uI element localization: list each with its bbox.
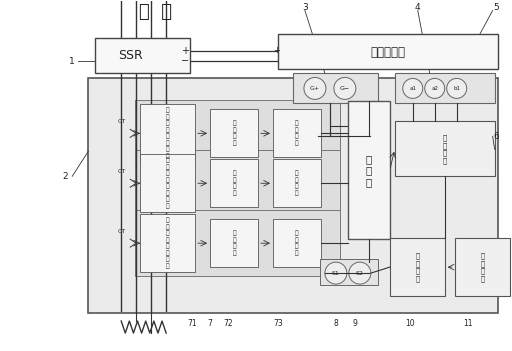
Text: 11: 11 <box>463 319 473 327</box>
Text: 72: 72 <box>223 319 233 327</box>
Text: +: + <box>181 46 189 57</box>
Bar <box>273 219 321 267</box>
Text: 电  源: 电 源 <box>139 2 172 20</box>
Bar <box>135 100 340 166</box>
Text: CT: CT <box>118 169 126 174</box>
Bar <box>273 110 321 157</box>
Text: a1: a1 <box>409 86 416 91</box>
Bar <box>140 154 195 212</box>
Text: b1: b1 <box>453 86 460 91</box>
Bar <box>293 73 378 104</box>
Circle shape <box>403 78 423 98</box>
Text: 10: 10 <box>405 319 415 327</box>
Text: 7: 7 <box>208 319 212 327</box>
Text: 8: 8 <box>333 319 338 327</box>
Circle shape <box>446 78 466 98</box>
Text: 71: 71 <box>187 319 197 327</box>
Bar <box>210 219 258 267</box>
Text: 73: 73 <box>273 319 283 327</box>
Text: 比
较
回
路: 比 较 回 路 <box>295 171 298 196</box>
Circle shape <box>325 262 347 284</box>
Text: 4: 4 <box>415 3 420 12</box>
Text: 平
滑
回
路: 平 滑 回 路 <box>232 121 236 146</box>
Text: 电
源
回
路: 电 源 回 路 <box>480 252 484 282</box>
Text: 2: 2 <box>62 172 68 181</box>
Bar <box>390 238 445 296</box>
Text: 比
较
回
路: 比 较 回 路 <box>295 231 298 256</box>
Bar <box>348 101 390 239</box>
Text: G−: G− <box>340 86 350 91</box>
Text: 平
滑
回
路: 平 滑 回 路 <box>232 231 236 256</box>
Text: 稳
压
变
换
电
路
电
流: 稳 压 变 换 电 路 电 流 <box>166 108 169 159</box>
Bar <box>455 238 509 296</box>
Text: 整
定
回
路: 整 定 回 路 <box>415 252 419 282</box>
Text: 稳
压
变
换
电
路
电
流: 稳 压 变 换 电 路 电 流 <box>166 218 169 269</box>
Bar <box>320 259 378 285</box>
Bar <box>135 150 340 216</box>
Text: SSR: SSR <box>118 49 142 62</box>
Bar <box>273 159 321 207</box>
Bar <box>140 104 195 162</box>
Text: 稳
压
变
换
电
路
电
流: 稳 压 变 换 电 路 电 流 <box>166 158 169 209</box>
Circle shape <box>304 78 326 99</box>
Text: 平
滑
回
路: 平 滑 回 路 <box>232 171 236 196</box>
Text: 输
出
回
路: 输 出 回 路 <box>442 134 447 164</box>
Text: 1: 1 <box>70 57 75 66</box>
Text: S1: S1 <box>332 271 340 276</box>
Bar <box>210 110 258 157</box>
Bar <box>88 78 498 313</box>
Text: 比
较
回
路: 比 较 回 路 <box>295 121 298 146</box>
Bar <box>210 159 258 207</box>
Bar <box>140 214 195 272</box>
Text: S2: S2 <box>356 271 364 276</box>
Text: −: − <box>181 57 189 66</box>
Text: CT: CT <box>118 229 126 234</box>
Text: CT: CT <box>118 119 126 124</box>
Circle shape <box>425 78 445 98</box>
Bar <box>278 34 498 69</box>
Bar <box>95 39 190 73</box>
Text: 6: 6 <box>494 132 500 141</box>
Text: 5: 5 <box>494 3 500 12</box>
Text: 门
电
路: 门 电 路 <box>366 154 372 187</box>
Circle shape <box>334 78 356 99</box>
Bar <box>135 210 340 276</box>
Text: 9: 9 <box>352 319 357 327</box>
Bar <box>395 121 495 176</box>
Text: 3: 3 <box>302 3 308 12</box>
Text: +: + <box>273 46 281 55</box>
Text: 温度调节器: 温度调节器 <box>370 46 406 59</box>
Bar <box>395 73 495 104</box>
Circle shape <box>349 262 371 284</box>
Text: G+: G+ <box>310 86 320 91</box>
Text: a2: a2 <box>431 86 438 91</box>
